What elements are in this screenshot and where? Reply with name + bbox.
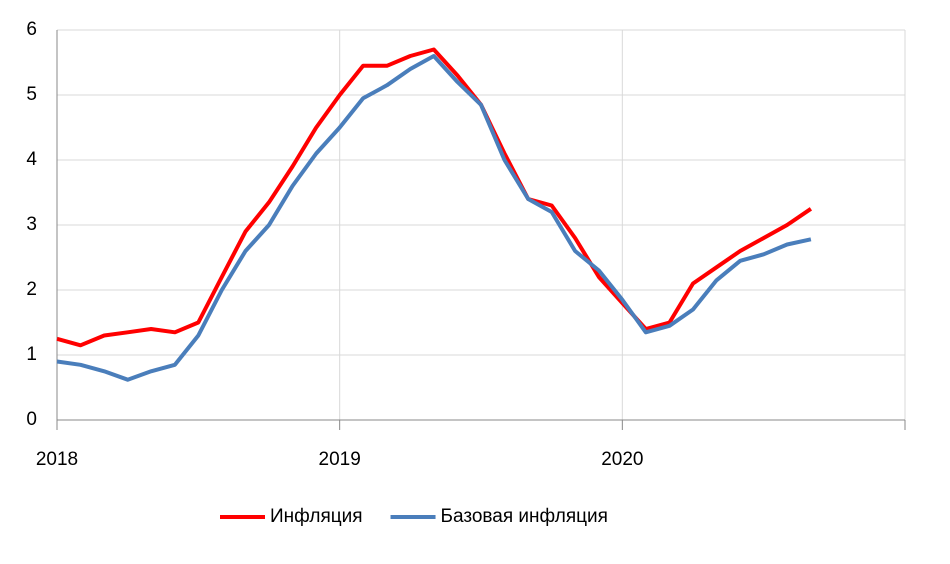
- y-tick-label: 1: [26, 344, 37, 365]
- y-tick-label: 2: [26, 279, 37, 300]
- series-line: [56, 54, 812, 382]
- y-tick-label: 5: [26, 84, 37, 105]
- y-tick-label: 4: [26, 149, 37, 170]
- legend-label: Базовая инфляция: [441, 506, 608, 527]
- series-line: [56, 47, 813, 348]
- x-tick-label: 2018: [36, 449, 78, 470]
- x-tick-label: 2019: [319, 449, 361, 470]
- legend-label: Инфляция: [270, 506, 363, 527]
- legend: Инфляция Базовая инфляция: [220, 506, 608, 527]
- y-tick-label: 3: [26, 214, 37, 235]
- x-tick-label: 2020: [601, 449, 643, 470]
- y-tick-label: 6: [26, 19, 37, 40]
- y-tick-label: 0: [26, 409, 37, 430]
